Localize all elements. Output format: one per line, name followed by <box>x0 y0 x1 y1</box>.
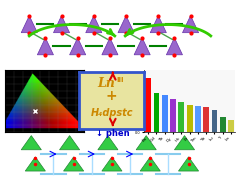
Polygon shape <box>21 136 41 150</box>
Polygon shape <box>102 157 122 171</box>
Polygon shape <box>86 16 102 33</box>
Polygon shape <box>166 38 182 55</box>
Polygon shape <box>136 136 156 150</box>
Bar <box>228 120 234 132</box>
Polygon shape <box>25 157 45 171</box>
Polygon shape <box>60 136 80 150</box>
Polygon shape <box>150 16 166 33</box>
Text: +: + <box>106 89 117 103</box>
Text: III: III <box>116 77 124 83</box>
Bar <box>170 99 176 132</box>
Bar <box>220 117 226 132</box>
Polygon shape <box>64 157 84 171</box>
Text: Ln: Ln <box>97 77 115 90</box>
Text: H₄dpstc: H₄dpstc <box>90 108 133 118</box>
Text: ↓ phen: ↓ phen <box>96 129 130 138</box>
Polygon shape <box>118 16 134 33</box>
Y-axis label: Ln fluorescence intensity: Ln fluorescence intensity <box>130 79 133 123</box>
Polygon shape <box>174 136 195 150</box>
Bar <box>145 78 151 132</box>
Bar <box>203 107 209 132</box>
Bar <box>212 109 217 132</box>
Polygon shape <box>98 136 118 150</box>
Polygon shape <box>21 16 37 33</box>
Polygon shape <box>70 38 86 55</box>
Polygon shape <box>182 16 199 33</box>
Polygon shape <box>140 157 160 171</box>
Bar <box>162 95 168 132</box>
Bar <box>154 93 159 132</box>
Polygon shape <box>134 38 150 55</box>
Bar <box>195 106 201 132</box>
Bar <box>178 102 184 132</box>
Polygon shape <box>37 38 54 55</box>
Polygon shape <box>54 16 70 33</box>
Polygon shape <box>102 38 118 55</box>
Bar <box>187 105 192 132</box>
Polygon shape <box>179 157 199 171</box>
